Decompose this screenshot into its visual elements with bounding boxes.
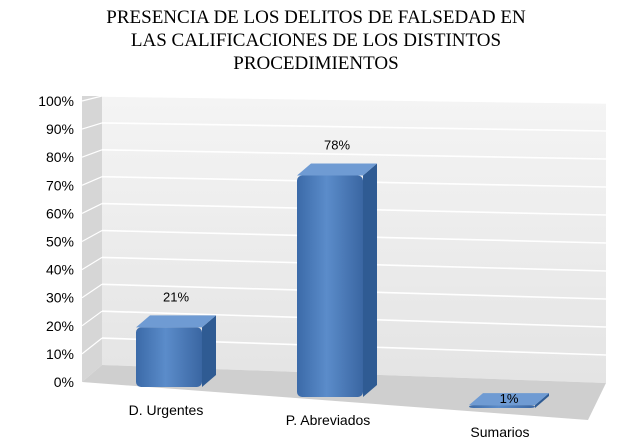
data-label: 21% — [163, 289, 189, 304]
bar-front — [136, 327, 202, 387]
gridline-side — [81, 149, 103, 158]
title-line-2: LAS CALIFICACIONES DE LOS DISTINTOS — [131, 30, 501, 51]
bar-d-urgentes — [136, 315, 216, 387]
y-tick-label: 20% — [46, 318, 74, 334]
y-tick-label: 0% — [54, 374, 74, 390]
bar-top — [469, 393, 549, 406]
bar-side — [535, 393, 549, 408]
bar-side — [363, 163, 377, 397]
y-tick-label: 10% — [46, 346, 74, 362]
bar-top — [297, 163, 377, 176]
y-tick-label: 90% — [46, 121, 74, 137]
data-label: 1% — [500, 391, 519, 406]
data-labels: 21% 78% 1% — [163, 137, 519, 406]
gridline-side — [81, 122, 103, 130]
data-label: 78% — [324, 137, 350, 152]
gridline-side — [81, 310, 103, 327]
y-tick-label: 50% — [46, 234, 74, 250]
bars — [136, 163, 549, 408]
category-labels: D. Urgentes P. Abreviados Sumarios — [129, 402, 530, 440]
gridline — [101, 149, 607, 160]
gridline — [101, 95, 607, 104]
title-line-3: PROCEDIMIENTOS — [233, 53, 398, 74]
gridline-side — [81, 229, 103, 243]
y-axis-ticks: 0% 10% 20% 30% 40% 50% 60% 70% 80% 90% 100% — [38, 93, 74, 390]
y-tick-label: 80% — [46, 149, 74, 165]
title-line-1: PRESENCIA DE LOS DELITOS DE FALSEDAD EN — [106, 7, 526, 28]
bar-front — [297, 175, 363, 397]
gridline — [101, 122, 607, 132]
bar-p-abreviados — [297, 163, 377, 397]
bar-side — [202, 315, 216, 387]
y-tick-label: 60% — [46, 205, 74, 221]
side-wall — [82, 96, 102, 382]
bar-front — [469, 405, 535, 408]
gridline-side — [81, 95, 103, 102]
gridline-side — [81, 176, 103, 186]
y-tick-label: 30% — [46, 290, 74, 306]
gridline-side — [81, 256, 103, 271]
bar-top — [136, 315, 216, 328]
y-tick-label: 40% — [46, 262, 74, 278]
x-category-label: D. Urgentes — [129, 402, 204, 418]
gridline-side — [81, 203, 103, 214]
bar-sumarios — [469, 393, 549, 408]
y-tick-label: 100% — [38, 93, 74, 109]
y-tick-label: 70% — [46, 177, 74, 193]
gridline-side — [81, 283, 103, 299]
x-category-label: P. Abreviados — [286, 412, 371, 428]
x-category-label: Sumarios — [470, 424, 529, 440]
chart-title: PRESENCIA DE LOS DELITOS DE FALSEDAD EN … — [106, 7, 526, 74]
gridline-side — [81, 337, 103, 355]
